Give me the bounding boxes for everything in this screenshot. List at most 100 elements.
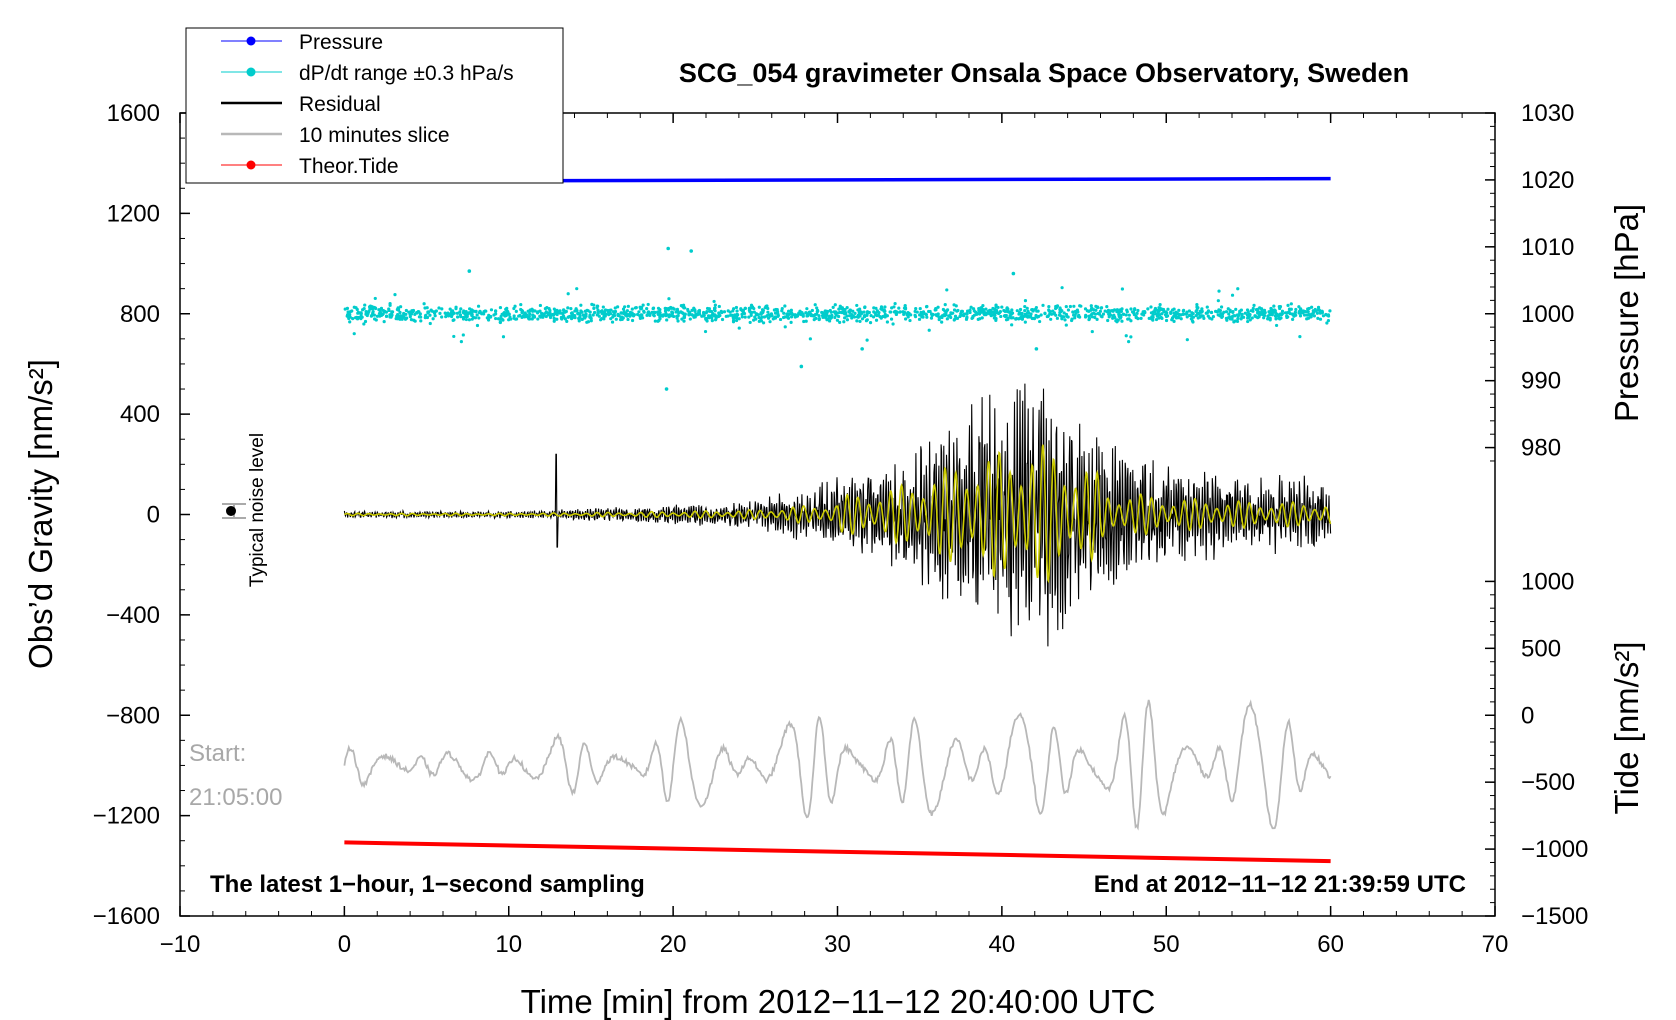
dpdt-point bbox=[600, 309, 604, 313]
dpdt-point bbox=[857, 313, 862, 317]
dpdt-point bbox=[722, 310, 727, 314]
dpdt-point bbox=[1164, 318, 1169, 323]
dpdt-point bbox=[782, 311, 786, 315]
dpdt-point bbox=[675, 316, 679, 320]
dpdt-point bbox=[1326, 313, 1331, 317]
dpdt-point bbox=[1010, 308, 1014, 312]
dpdt-point bbox=[682, 319, 686, 323]
dpdt-point bbox=[1217, 289, 1221, 293]
dpdt-point bbox=[1063, 318, 1067, 322]
dpdt-point bbox=[1195, 303, 1199, 307]
dpdt-point bbox=[981, 304, 985, 308]
dpdt-scatter bbox=[343, 246, 1332, 391]
dpdt-point bbox=[560, 311, 565, 316]
dpdt-point bbox=[1312, 314, 1316, 318]
dpdt-point bbox=[786, 316, 791, 320]
dpdt-point bbox=[858, 319, 862, 324]
dpdt-point bbox=[381, 308, 385, 313]
dpdt-point bbox=[789, 315, 794, 319]
legend-entry: Pressure bbox=[221, 31, 383, 54]
dpdt-point bbox=[717, 304, 721, 309]
dpdt-point bbox=[664, 307, 669, 311]
dpdt-point bbox=[449, 314, 454, 319]
dpdt-point bbox=[409, 312, 414, 316]
dpdt-point bbox=[749, 311, 753, 316]
dpdt-point bbox=[379, 313, 384, 317]
dpdt-point bbox=[918, 307, 922, 311]
dpdt-point bbox=[403, 317, 408, 321]
dpdt-point bbox=[837, 314, 841, 319]
dpdt-point bbox=[1115, 318, 1119, 322]
dpdt-point bbox=[1199, 310, 1203, 314]
y-axis-label-tide: Tide [nm/s²] bbox=[1608, 642, 1645, 815]
dpdt-point bbox=[625, 312, 629, 317]
dpdt-point bbox=[789, 310, 793, 314]
dpdt-point bbox=[388, 303, 392, 307]
dpdt-outlier bbox=[1034, 347, 1039, 351]
dpdt-point bbox=[458, 310, 462, 314]
dpdt-point bbox=[1066, 308, 1071, 312]
dpdt-point bbox=[651, 306, 655, 311]
dpdt-point bbox=[843, 316, 847, 320]
dpdt-point bbox=[1261, 312, 1265, 316]
dpdt-point bbox=[906, 315, 910, 319]
dpdt-point bbox=[833, 315, 837, 320]
dpdt-point bbox=[893, 302, 897, 306]
dpdt-point bbox=[931, 312, 935, 317]
dpdt-point bbox=[976, 317, 980, 321]
dpdt-point bbox=[720, 317, 725, 322]
dpdt-point bbox=[883, 315, 887, 319]
x-tick-label: 20 bbox=[660, 931, 687, 958]
dpdt-point bbox=[1023, 320, 1027, 324]
dpdt-point bbox=[566, 315, 570, 319]
dpdt-point bbox=[1010, 323, 1014, 327]
dpdt-point bbox=[848, 308, 852, 312]
dpdt-point bbox=[1318, 317, 1323, 321]
dpdt-point bbox=[760, 315, 764, 319]
dpdt-point bbox=[1060, 286, 1064, 290]
dpdt-point bbox=[1235, 313, 1239, 317]
dpdt-point bbox=[1020, 317, 1024, 321]
dpdt-point bbox=[712, 299, 716, 304]
dpdt-point bbox=[927, 328, 931, 332]
dpdt-point bbox=[672, 314, 676, 319]
dpdt-point bbox=[547, 307, 551, 311]
dpdt-point bbox=[1153, 307, 1158, 312]
dpdt-point bbox=[710, 319, 714, 323]
dpdt-point bbox=[359, 314, 363, 318]
dpdt-point bbox=[810, 308, 814, 313]
dpdt-point bbox=[707, 316, 711, 320]
dpdt-point bbox=[621, 307, 626, 311]
dpdt-point bbox=[882, 308, 886, 312]
dpdt-point bbox=[760, 308, 765, 312]
dpdt-point bbox=[582, 315, 586, 319]
dpdt-point bbox=[440, 315, 444, 319]
dpdt-point bbox=[1083, 307, 1088, 311]
dpdt-point bbox=[1139, 316, 1143, 320]
dpdt-point bbox=[1176, 312, 1180, 316]
dpdt-point bbox=[920, 312, 925, 317]
dpdt-point bbox=[379, 307, 383, 312]
dpdt-point bbox=[1129, 319, 1133, 323]
dpdt-point bbox=[914, 307, 918, 311]
dpdt-point bbox=[517, 314, 521, 318]
dpdt-point bbox=[1050, 312, 1054, 316]
dpdt-point bbox=[669, 306, 673, 310]
legend-marker bbox=[246, 160, 256, 170]
dpdt-point bbox=[1100, 315, 1104, 319]
dpdt-point bbox=[876, 313, 881, 317]
dpdt-point bbox=[1011, 316, 1015, 320]
dpdt-point bbox=[1301, 311, 1305, 315]
dpdt-point bbox=[674, 310, 678, 314]
legend-label: 10 minutes slice bbox=[299, 124, 450, 147]
dpdt-point bbox=[544, 314, 548, 319]
dpdt-point bbox=[926, 309, 931, 314]
dpdt-point bbox=[628, 310, 633, 314]
dpdt-point bbox=[936, 305, 940, 309]
dpdt-point bbox=[949, 315, 953, 320]
dpdt-point bbox=[992, 316, 996, 320]
dpdt-point bbox=[1268, 316, 1272, 320]
dpdt-point bbox=[528, 312, 532, 316]
dpdt-point bbox=[404, 312, 408, 316]
